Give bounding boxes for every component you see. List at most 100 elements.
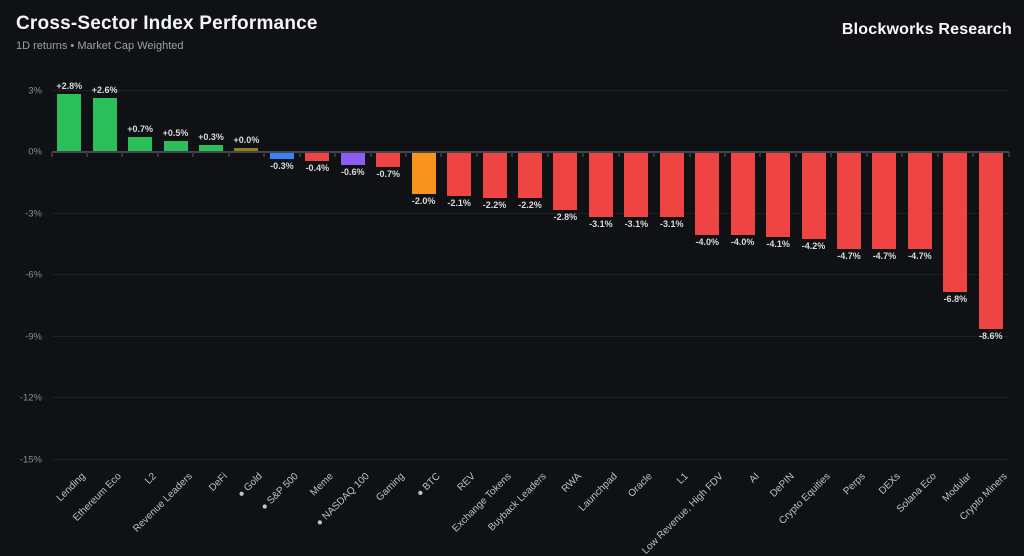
bar-value-label: +0.0% (233, 135, 260, 145)
bar (376, 153, 401, 168)
bar-value-label: -8.6% (979, 331, 1003, 342)
axis-tick (936, 152, 939, 157)
bar (57, 93, 82, 151)
bar-value-label: +0.3% (198, 131, 224, 142)
bar (837, 153, 861, 250)
axis-tick (972, 152, 975, 157)
y-tick-label: -12% (19, 392, 42, 404)
bar-value-label: -0.4% (305, 163, 330, 174)
bar-value-label: -4.1% (766, 239, 790, 250)
gridline (51, 89, 1009, 91)
bar (624, 153, 649, 217)
bar-value-label: -0.3% (270, 161, 294, 172)
bar (518, 153, 542, 199)
bar-value-label: +2.6% (91, 84, 118, 95)
axis-tick (85, 152, 88, 157)
gridline (51, 274, 1009, 275)
axis-tick (617, 152, 620, 157)
bar (447, 153, 472, 197)
axis-tick (440, 152, 443, 157)
axis-tick (688, 152, 691, 157)
axis-tick (334, 152, 337, 157)
axis-tick (865, 152, 868, 157)
page-title: Cross-Sector Index Performance (16, 13, 318, 34)
bar-value-label: -4.7% (872, 251, 897, 262)
bar-value-label: -4.0% (730, 237, 755, 247)
bar (163, 140, 188, 151)
bar (659, 153, 684, 217)
bar-value-label: +0.5% (162, 127, 189, 138)
bar-value-label: -4.0% (695, 237, 719, 247)
axis-tick (404, 152, 407, 157)
y-tick-label: 3% (28, 85, 42, 96)
axis-tick (723, 152, 726, 157)
gridline (51, 335, 1009, 337)
bar (588, 153, 613, 217)
axis-tick (121, 152, 124, 157)
axis-tick (759, 152, 762, 157)
bar-value-label: -6.8% (943, 294, 968, 305)
bar-value-label: -3.1% (660, 218, 684, 229)
gridline (51, 397, 1009, 398)
bar (199, 144, 223, 151)
bar-value-label: -4.7% (908, 251, 932, 262)
axis-tick (546, 152, 549, 157)
axis-tick (511, 152, 514, 157)
page-subtitle: 1D returns • Market Cap Weighted (16, 40, 184, 52)
bar-value-label: -0.6% (341, 167, 365, 178)
bar-value-label: -2.2% (518, 200, 542, 211)
bar (872, 153, 897, 250)
axis-tick (830, 152, 833, 157)
y-tick-label: -6% (25, 269, 42, 281)
bar-value-label: -2.0% (411, 196, 436, 206)
bar (92, 97, 117, 151)
bar-value-label: +0.7% (127, 123, 153, 134)
axis-tick (653, 152, 656, 157)
bar-value-label: -3.1% (589, 218, 613, 229)
bar-value-label: +2.8% (56, 80, 83, 91)
axis-tick (901, 152, 904, 157)
bar-value-label: -2.8% (553, 212, 578, 223)
axis-tick (263, 152, 266, 157)
bar (340, 153, 365, 166)
axis-tick (192, 152, 195, 157)
axis-tick (50, 152, 53, 157)
axis-tick (227, 152, 230, 157)
brand-logo: Blockworks Research (841, 21, 1012, 38)
bar (943, 153, 968, 293)
bar (482, 153, 507, 199)
bar (730, 153, 755, 235)
axis-tick (369, 152, 372, 157)
bar (305, 153, 330, 162)
bar (766, 153, 791, 238)
bar (907, 153, 932, 250)
axis-tick (475, 152, 478, 157)
axis-tick (1007, 152, 1010, 157)
bar (234, 148, 259, 151)
axis-tick (582, 152, 585, 157)
bar (553, 153, 578, 211)
y-tick-label: -9% (25, 331, 42, 342)
axis-tick (156, 152, 159, 157)
bar-value-label: -0.7% (376, 169, 400, 180)
bar-value-label: -2.2% (482, 200, 507, 211)
axis-tick (298, 152, 301, 157)
gridline (51, 212, 1009, 214)
y-tick-label: 0% (28, 146, 42, 158)
bar-value-label: -2.1% (447, 198, 471, 209)
y-tick-label: -3% (25, 208, 42, 219)
bar (978, 153, 1003, 330)
bar (269, 153, 294, 160)
bar (128, 136, 153, 151)
zero-axis-line (51, 151, 1009, 153)
bar (695, 153, 720, 235)
bar (801, 153, 826, 240)
gridline (51, 458, 1009, 460)
bar-value-label: -4.2% (801, 241, 826, 252)
bar (411, 153, 436, 194)
bar-value-label: -3.1% (624, 218, 649, 229)
bar-value-label: -4.7% (837, 251, 861, 262)
y-tick-label: -15% (19, 454, 42, 465)
axis-tick (794, 152, 797, 157)
